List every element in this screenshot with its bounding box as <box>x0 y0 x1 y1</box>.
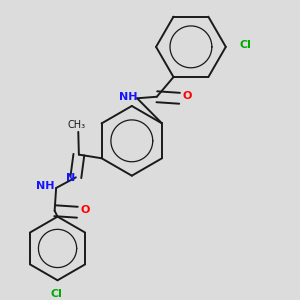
Text: NH: NH <box>119 92 137 102</box>
Text: O: O <box>80 205 90 215</box>
Text: CH₃: CH₃ <box>68 120 86 130</box>
Text: N: N <box>66 173 75 183</box>
Text: O: O <box>182 91 192 101</box>
Text: NH: NH <box>36 182 55 191</box>
Text: Cl: Cl <box>50 289 62 299</box>
Text: Cl: Cl <box>239 40 251 50</box>
